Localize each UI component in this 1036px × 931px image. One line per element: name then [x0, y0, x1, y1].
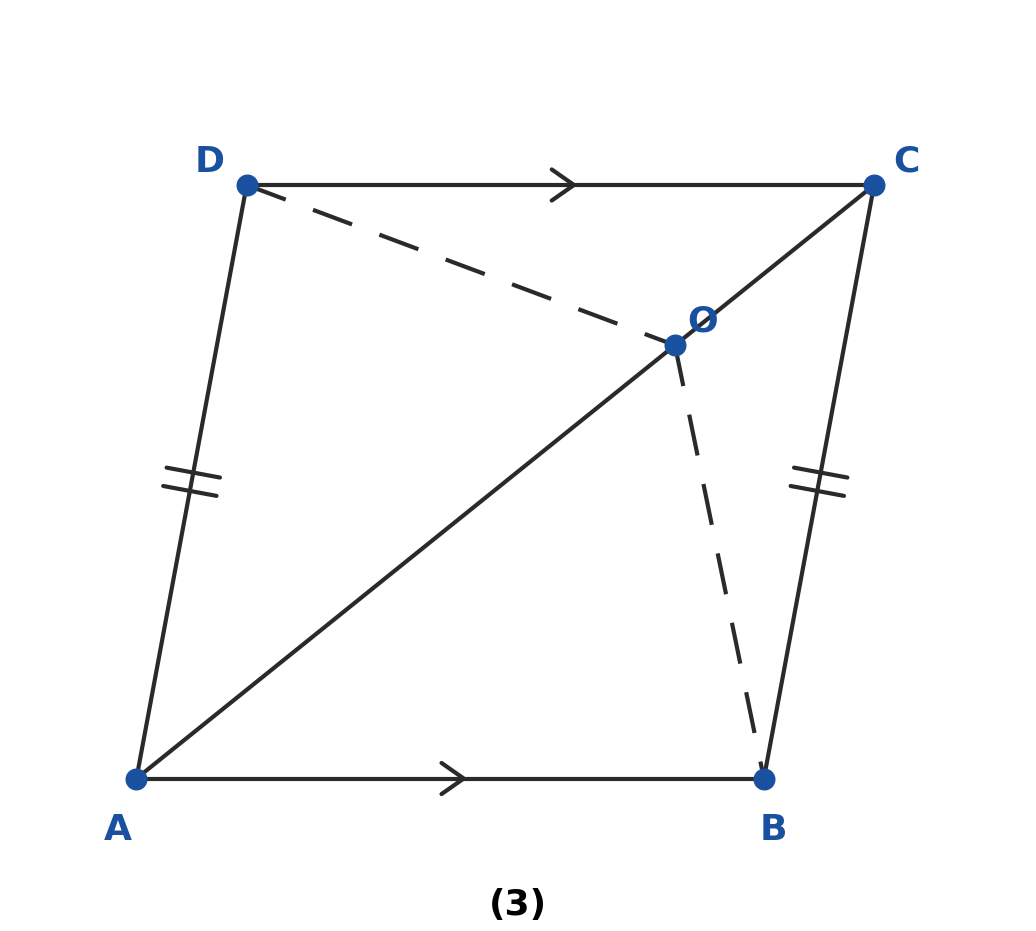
Text: O: O [688, 305, 718, 339]
Point [666, 338, 683, 353]
Text: C: C [894, 144, 920, 179]
Text: B: B [759, 813, 787, 847]
Point [128, 771, 145, 786]
Text: A: A [104, 813, 132, 847]
Point [238, 178, 255, 193]
Text: D: D [195, 144, 225, 179]
Point [866, 178, 883, 193]
Text: (3): (3) [489, 888, 547, 923]
Point [755, 771, 772, 786]
